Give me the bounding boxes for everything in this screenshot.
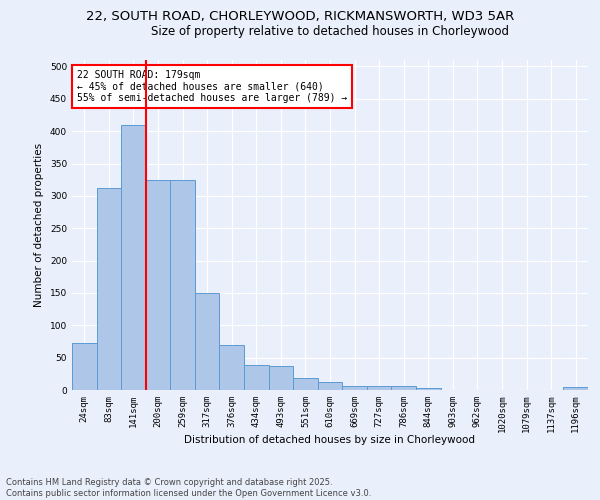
Text: Contains HM Land Registry data © Crown copyright and database right 2025.
Contai: Contains HM Land Registry data © Crown c…: [6, 478, 371, 498]
Text: 22, SOUTH ROAD, CHORLEYWOOD, RICKMANSWORTH, WD3 5AR: 22, SOUTH ROAD, CHORLEYWOOD, RICKMANSWOR…: [86, 10, 514, 23]
Bar: [195, 293, 220, 390]
Title: Size of property relative to detached houses in Chorleywood: Size of property relative to detached ho…: [151, 25, 509, 38]
Bar: [72, 344, 97, 390]
Bar: [342, 386, 367, 390]
Bar: [121, 124, 146, 390]
Bar: [563, 388, 588, 390]
Bar: [367, 386, 391, 390]
Bar: [244, 366, 269, 390]
Bar: [146, 180, 170, 390]
X-axis label: Distribution of detached houses by size in Chorleywood: Distribution of detached houses by size …: [185, 436, 476, 446]
Bar: [269, 366, 293, 390]
Text: 22 SOUTH ROAD: 179sqm
← 45% of detached houses are smaller (640)
55% of semi-det: 22 SOUTH ROAD: 179sqm ← 45% of detached …: [77, 70, 347, 103]
Bar: [170, 180, 195, 390]
Bar: [318, 382, 342, 390]
Bar: [97, 188, 121, 390]
Bar: [416, 388, 440, 390]
Bar: [293, 378, 318, 390]
Y-axis label: Number of detached properties: Number of detached properties: [34, 143, 44, 307]
Bar: [391, 386, 416, 390]
Bar: [220, 344, 244, 390]
